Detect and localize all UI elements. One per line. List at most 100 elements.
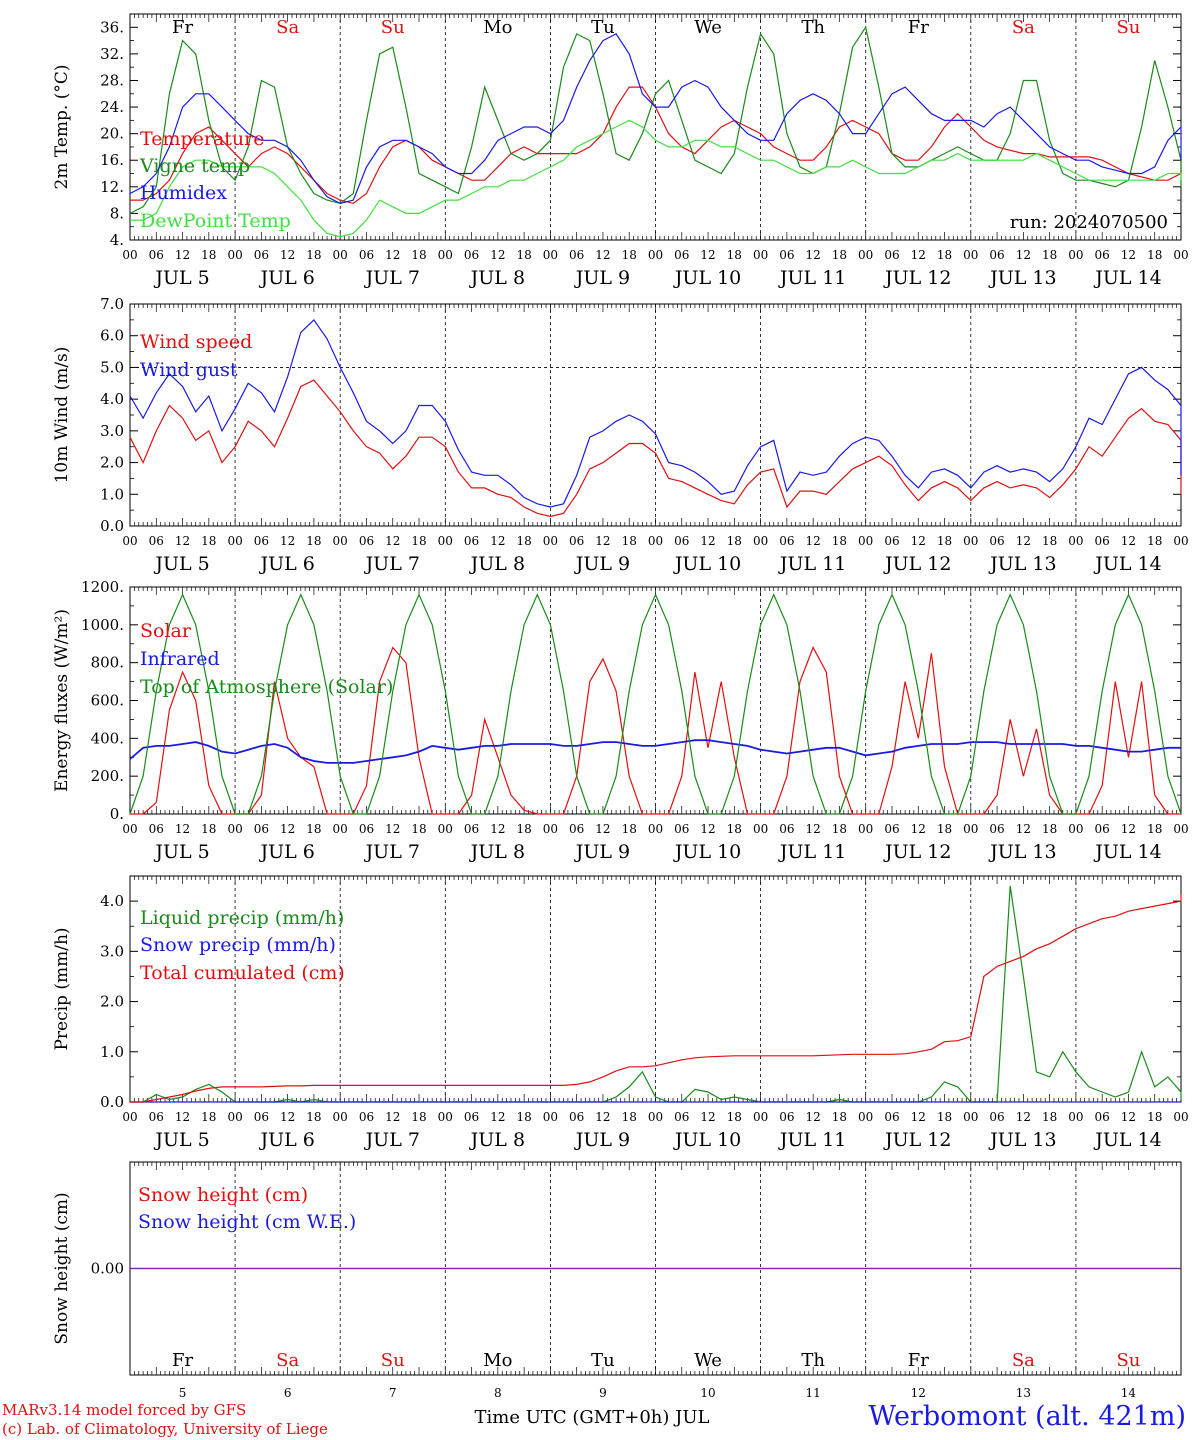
hour-tick-label: 18 <box>622 534 637 548</box>
day-of-week-label: Th <box>801 17 825 38</box>
hour-tick-label: 12 <box>1121 822 1136 836</box>
hour-tick-label: 18 <box>727 1110 742 1124</box>
hour-tick-label: 12 <box>175 822 190 836</box>
hour-tick-label: 12 <box>595 248 610 262</box>
y-tick-label: 12. <box>100 178 124 196</box>
hour-tick-label: 00 <box>543 1110 558 1124</box>
hour-tick-label: 06 <box>779 1110 794 1124</box>
hour-tick-label: 00 <box>227 248 242 262</box>
hour-tick-label: 00 <box>438 248 453 262</box>
date-label: JUL 8 <box>469 1129 525 1151</box>
day-number-label: 14 <box>1121 1386 1137 1400</box>
hour-tick-label: 00 <box>963 248 978 262</box>
hour-tick-label: 00 <box>122 1110 137 1124</box>
date-label: JUL 7 <box>364 1129 420 1151</box>
date-label: JUL 6 <box>258 553 314 575</box>
hour-tick-label: 18 <box>516 1110 531 1124</box>
hour-tick-label: 00 <box>963 1110 978 1124</box>
hour-tick-label: 12 <box>385 1110 400 1124</box>
hour-tick-label: 00 <box>543 822 558 836</box>
y-axis-label: Snow height (cm) <box>52 1192 72 1344</box>
legend-label: Snow height (cm W.E.) <box>138 1211 356 1233</box>
hour-tick-label: 00 <box>333 534 348 548</box>
date-label: JUL 12 <box>883 841 951 863</box>
date-label: JUL 8 <box>469 841 525 863</box>
hour-tick-label: 12 <box>385 822 400 836</box>
series-line-precip-2 <box>130 893 1182 1103</box>
hour-tick-label: 06 <box>1095 248 1110 262</box>
hour-tick-label: 18 <box>411 534 426 548</box>
day-of-week-label: Fr <box>172 17 193 38</box>
series-line-energy-2 <box>129 593 1182 815</box>
y-tick-label: 24. <box>100 98 124 116</box>
date-label: JUL 9 <box>574 267 630 289</box>
y-axis-label: Precip (mm/h) <box>52 927 72 1050</box>
date-label: JUL 9 <box>574 841 630 863</box>
hour-tick-label: 00 <box>753 822 768 836</box>
hour-tick-label: 18 <box>1042 822 1057 836</box>
day-number-label: 6 <box>284 1386 292 1400</box>
hour-tick-label: 06 <box>989 248 1004 262</box>
y-tick-label: 800. <box>91 654 124 672</box>
hour-tick-label: 06 <box>254 822 269 836</box>
hour-tick-label: 00 <box>333 248 348 262</box>
hour-tick-label: 00 <box>648 822 663 836</box>
hour-tick-label: 00 <box>438 1110 453 1124</box>
hour-tick-label: 18 <box>937 822 952 836</box>
date-label: JUL 14 <box>1093 1129 1161 1151</box>
hour-tick-label: 18 <box>306 822 321 836</box>
hour-tick-label: 18 <box>937 248 952 262</box>
hour-tick-label: 00 <box>753 1110 768 1124</box>
day-number-label: 11 <box>806 1386 821 1400</box>
hour-tick-label: 00 <box>122 534 137 548</box>
hour-tick-label: 18 <box>937 534 952 548</box>
hour-tick-label: 00 <box>858 822 873 836</box>
hour-tick-label: 06 <box>989 534 1004 548</box>
series-line-temp-1 <box>129 25 1182 214</box>
hour-tick-label: 18 <box>1147 248 1162 262</box>
hour-tick-label: 12 <box>700 534 715 548</box>
hour-tick-label: 12 <box>595 822 610 836</box>
day-of-week-label: Tu <box>591 17 615 38</box>
hour-tick-label: 00 <box>1068 822 1083 836</box>
hour-tick-label: 18 <box>1042 534 1057 548</box>
hour-tick-label: 12 <box>700 248 715 262</box>
hour-tick-label: 18 <box>832 248 847 262</box>
hour-tick-label: 18 <box>201 534 216 548</box>
hour-tick-label: 06 <box>464 534 479 548</box>
series-line-wind-0 <box>129 379 1182 518</box>
hour-tick-label: 06 <box>674 248 689 262</box>
date-label: JUL 13 <box>988 1129 1056 1151</box>
day-number-label: 12 <box>911 1386 926 1400</box>
date-label: JUL 11 <box>778 841 846 863</box>
day-number-label: 8 <box>494 1386 502 1400</box>
hour-tick-label: 12 <box>911 822 926 836</box>
date-label: JUL 9 <box>574 1129 630 1151</box>
hour-tick-label: 18 <box>727 248 742 262</box>
hour-tick-label: 00 <box>1173 822 1188 836</box>
hour-tick-label: 18 <box>622 248 637 262</box>
series-line-energy-0 <box>130 646 1181 815</box>
day-number-label: 5 <box>179 1386 187 1400</box>
hour-tick-label: 12 <box>385 248 400 262</box>
lab-credit: (c) Lab. of Climatology, University of L… <box>2 1420 328 1438</box>
date-label: JUL 14 <box>1093 841 1161 863</box>
hour-tick-label: 18 <box>306 248 321 262</box>
y-tick-label: 0. <box>110 805 124 823</box>
date-label: JUL 14 <box>1093 267 1161 289</box>
hour-tick-label: 00 <box>858 248 873 262</box>
hour-tick-label: 06 <box>254 534 269 548</box>
y-tick-label: 4. <box>110 231 124 249</box>
day-number-label: 9 <box>599 1386 607 1400</box>
hour-tick-label: 12 <box>1016 822 1031 836</box>
hour-tick-label: 00 <box>753 534 768 548</box>
hour-tick-label: 06 <box>884 248 899 262</box>
y-tick-label: 16. <box>100 151 124 169</box>
day-of-week-label: Fr <box>908 1350 929 1371</box>
day-of-week-label: Sa <box>276 17 299 38</box>
day-of-week-label: Sa <box>1012 17 1035 38</box>
y-axis-label: Energy fluxes (W/m²) <box>52 609 72 792</box>
hour-tick-label: 12 <box>280 1110 295 1124</box>
hour-tick-label: 00 <box>122 248 137 262</box>
hour-tick-label: 18 <box>622 822 637 836</box>
